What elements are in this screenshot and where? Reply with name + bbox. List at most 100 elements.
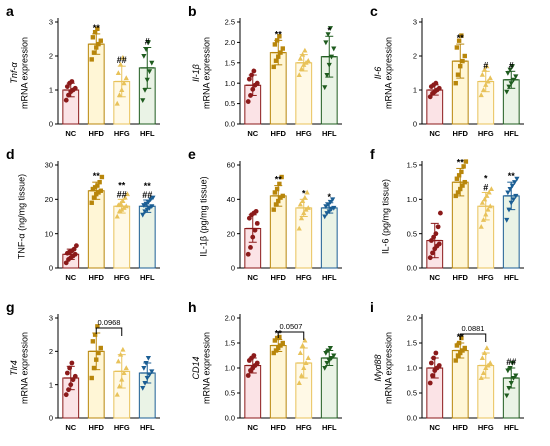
panel-b: b Il-1βmRNA expression 0.0 0.5 1.0 1.5 2.0 2.5 N… <box>188 3 342 138</box>
y-tick-label: 30 <box>45 161 53 170</box>
comparison-bracket <box>95 327 123 336</box>
data-point <box>323 40 329 46</box>
y-axis-label-unit: mRNA expression <box>201 37 211 109</box>
significance-line: * <box>327 25 331 35</box>
significance-line: * <box>302 188 306 198</box>
data-point <box>478 375 484 380</box>
significance-line: ## <box>142 190 152 200</box>
y-axis-label-unit: IL-6 (pg/mg tissue) <box>381 179 391 254</box>
y-axis-label-unit: mRNA expression <box>19 37 29 109</box>
data-point <box>271 207 276 212</box>
significance-mark: ** <box>93 171 101 181</box>
data-point <box>427 380 433 386</box>
data-point <box>89 57 94 62</box>
y-axis-label-gene: Il-1β <box>191 64 201 82</box>
data-point <box>140 212 146 218</box>
data-point <box>251 68 257 74</box>
data-point <box>274 186 280 192</box>
data-point <box>116 92 123 98</box>
y-tick-label: 0.0 <box>225 414 235 423</box>
y-tick-label: 1.0 <box>225 364 235 373</box>
data-point <box>509 361 515 366</box>
bar-hfd <box>87 43 105 125</box>
data-point <box>510 197 517 203</box>
panel-c: c Il-6mRNA expression 0 1 2 3 NC ** HFD # HFG # HFL <box>370 3 524 138</box>
data-point <box>253 208 259 214</box>
x-tick-label: HFG <box>478 423 494 432</box>
data-point <box>141 54 147 59</box>
data-point <box>463 159 469 164</box>
significance-line: ** <box>93 23 101 33</box>
data-point <box>245 373 251 378</box>
x-tick-label: HFG <box>478 273 494 282</box>
y-tick-label: 0.0 <box>407 264 417 273</box>
significance-line: * <box>327 192 331 202</box>
data-point <box>99 174 105 180</box>
data-point <box>140 98 146 103</box>
y-tick-label: 60 <box>227 161 235 170</box>
data-point <box>98 345 103 351</box>
data-point <box>141 366 147 371</box>
significance-line: ** <box>275 175 283 185</box>
x-tick-label: HFD <box>89 129 105 138</box>
data-point <box>433 231 439 237</box>
x-tick-label: NC <box>247 129 258 138</box>
data-point <box>298 372 305 378</box>
data-point <box>462 53 467 59</box>
data-point <box>322 366 328 371</box>
data-point <box>514 176 520 182</box>
y-tick-label: 0 <box>49 120 53 129</box>
data-point <box>120 54 126 60</box>
significance-line: # <box>483 60 488 70</box>
data-point <box>296 72 302 78</box>
data-point <box>433 350 439 356</box>
data-point <box>273 58 279 63</box>
data-point <box>245 99 251 104</box>
data-point <box>245 251 251 257</box>
x-tick-label: HFG <box>114 423 130 432</box>
y-tick-label: 1.5 <box>407 339 417 348</box>
significance-line: ** <box>457 33 465 43</box>
data-point <box>487 75 493 81</box>
x-tick-label: HFL <box>504 273 519 282</box>
y-axis-label: Il-1βmRNA expression <box>191 37 211 109</box>
data-point <box>116 383 123 389</box>
data-point <box>146 69 153 75</box>
data-point <box>482 66 488 72</box>
data-point <box>513 74 519 80</box>
significance-line: # <box>145 37 150 47</box>
x-tick-label: NC <box>65 273 76 282</box>
data-point <box>277 34 282 39</box>
data-point <box>485 206 491 212</box>
y-tick-label: 40 <box>227 195 235 204</box>
data-point <box>246 76 252 82</box>
y-tick-label: 2.0 <box>225 38 235 47</box>
y-axis-label: Tnf-αmRNA expression <box>9 37 29 109</box>
x-tick-label: NC <box>247 423 258 432</box>
data-point <box>73 243 79 249</box>
data-point <box>95 183 100 188</box>
panel-a: a Tnf-αmRNA expression 0 1 2 3 NC ** HFD ## HFG # HF… <box>6 3 160 138</box>
p-value-label: 0.0968 <box>98 318 121 327</box>
comparison-bracket <box>459 333 487 342</box>
significance-line: ** <box>144 181 152 191</box>
significance-mark: ** ## <box>142 181 152 200</box>
panel-letter: e <box>188 146 196 162</box>
data-point <box>436 363 442 368</box>
panel-f: f IL-6 (pg/mg tissue) 0.0 0.5 1.0 1.5 NC ** HFD *… <box>370 146 524 282</box>
data-point <box>280 46 285 51</box>
panel-letter: a <box>6 3 14 19</box>
x-tick-label: HFG <box>114 273 130 282</box>
data-point <box>280 340 285 346</box>
data-point <box>63 392 69 398</box>
y-axis-label: IL-6 (pg/mg tissue) <box>381 179 391 254</box>
significance-mark: ** ## <box>117 180 127 199</box>
data-point <box>428 360 434 366</box>
data-point <box>305 355 311 360</box>
data-point <box>277 181 282 187</box>
x-tick-label: HFD <box>271 423 287 432</box>
data-point <box>273 202 279 207</box>
data-point <box>248 245 253 250</box>
